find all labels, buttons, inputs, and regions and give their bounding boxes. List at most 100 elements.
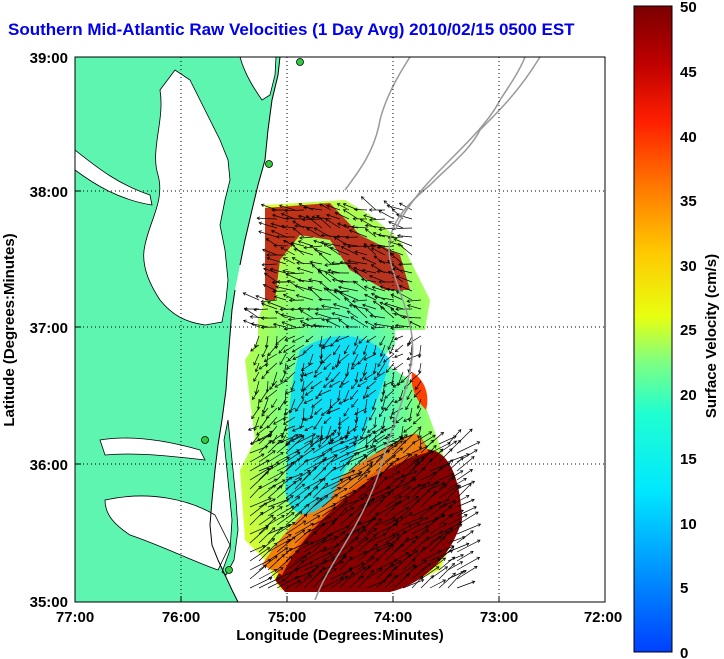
velocity-arrow — [251, 323, 269, 328]
velocity-arrow-head — [350, 571, 355, 576]
velocity-arrow-head — [261, 413, 265, 417]
velocity-arrow-head — [336, 234, 340, 239]
velocity-arrow-head — [470, 550, 474, 555]
velocity-arrow-head — [279, 485, 283, 489]
x-tick-label: 76:00 — [162, 609, 200, 626]
velocity-arrow — [411, 457, 425, 472]
velocity-arrow — [285, 218, 305, 220]
velocity-arrow — [319, 203, 332, 211]
velocity-arrow-head — [381, 425, 385, 430]
velocity-arrow-head — [313, 466, 317, 470]
velocity-arrow-head — [374, 295, 378, 300]
velocity-arrow-head — [359, 378, 364, 382]
velocity-arrow — [280, 247, 296, 256]
velocity-arrow — [321, 479, 343, 490]
velocity-arrow-head — [283, 427, 288, 431]
velocity-arrow — [375, 574, 392, 589]
velocity-arrow — [330, 477, 351, 490]
velocity-arrow — [384, 566, 397, 580]
velocity-arrow-head — [295, 434, 299, 438]
velocity-arrow — [249, 559, 271, 571]
velocity-arrow — [375, 523, 398, 535]
velocity-arrow-head — [370, 476, 375, 481]
velocity-arrow-head — [318, 478, 323, 483]
velocity-arrow-head — [370, 498, 375, 502]
velocity-arrow — [411, 483, 426, 499]
velocity-arrow-head — [449, 549, 454, 554]
velocity-arrow — [363, 243, 377, 256]
velocity-arrow — [305, 335, 314, 343]
velocity-arrow-head — [417, 369, 422, 374]
velocity-arrow — [339, 452, 357, 472]
velocity-arrow — [311, 264, 323, 274]
velocity-arrow — [264, 272, 278, 283]
velocity-arrow — [304, 371, 314, 376]
velocity-arrow-head — [386, 450, 391, 454]
velocity-arrow — [261, 204, 278, 211]
velocity-arrow-head — [321, 345, 325, 350]
velocity-arrow-head — [288, 548, 293, 552]
velocity-arrow — [366, 558, 379, 571]
velocity-arrow — [429, 531, 449, 544]
velocity-arrow — [375, 534, 396, 544]
velocity-arrow-head — [405, 506, 410, 511]
velocity-arrow — [363, 389, 368, 399]
velocity-arrow — [361, 278, 377, 283]
velocity-arrow-head — [253, 427, 257, 432]
velocity-arrow-head — [354, 378, 359, 383]
velocity-arrow — [279, 353, 287, 365]
velocity-arrow-head — [394, 336, 398, 341]
velocity-hot-spot — [411, 372, 428, 410]
velocity-arrow-head — [324, 218, 329, 222]
velocity-arrow-head — [271, 527, 276, 531]
velocity-arrow — [357, 486, 375, 499]
velocity-arrow-head — [349, 513, 354, 517]
velocity-arrow-head — [369, 218, 373, 222]
velocity-arrow — [357, 517, 377, 526]
velocity-arrow-head — [295, 549, 300, 554]
velocity-arrow — [329, 398, 341, 409]
velocity-arrow — [384, 533, 400, 544]
velocity-arrow-head — [437, 502, 442, 506]
velocity-arrow — [357, 380, 368, 387]
velocity-arrow — [294, 472, 311, 490]
velocity-arrow-head — [389, 252, 394, 257]
velocity-arrow-head — [280, 434, 285, 439]
velocity-arrow-head — [344, 297, 348, 301]
velocity-arrow-head — [328, 441, 332, 445]
velocity-arrow — [348, 445, 369, 454]
colorbar-tick-label: 20 — [680, 387, 697, 404]
velocity-arrow-head — [304, 427, 308, 431]
velocity-arrow-head — [460, 570, 464, 575]
velocity-arrow-head — [353, 342, 358, 347]
velocity-arrow-head — [371, 285, 376, 290]
velocity-arrow — [284, 389, 287, 405]
velocity-arrow — [373, 344, 377, 355]
velocity-arrow — [303, 459, 326, 472]
velocity-arrow — [258, 542, 278, 562]
velocity-arrow-head — [407, 486, 411, 490]
velocity-arrow-head — [387, 492, 391, 496]
velocity-arrow — [388, 249, 404, 256]
velocity-arrow — [249, 565, 267, 580]
velocity-arrow-head — [258, 485, 262, 489]
velocity-arrow-head — [419, 516, 424, 520]
velocity-arrow — [337, 353, 350, 364]
colorbar-label: Surface Velocity (cm/s) — [703, 254, 720, 418]
velocity-arrow-head — [342, 223, 347, 228]
velocity-arrow-head — [315, 497, 320, 501]
velocity-arrow — [354, 251, 368, 256]
velocity-arrow — [321, 305, 341, 310]
velocity-arrow — [370, 244, 386, 247]
velocity-arrow-head — [253, 378, 257, 382]
velocity-high-north — [265, 203, 410, 300]
velocity-arrow-head — [279, 526, 283, 531]
velocity-arrow-head — [323, 547, 327, 551]
velocity-arrow-head — [334, 211, 339, 216]
velocity-arrow-head — [268, 434, 273, 438]
velocity-arrow — [258, 514, 274, 526]
velocity-arrow-head — [319, 569, 323, 574]
velocity-arrow — [318, 270, 332, 283]
velocity-arrow — [351, 226, 368, 229]
velocity-arrow — [337, 203, 350, 211]
